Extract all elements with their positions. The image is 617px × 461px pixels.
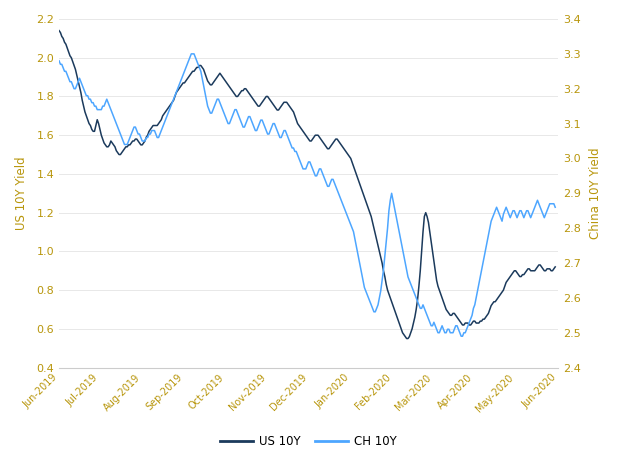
- Legend: US 10Y, CH 10Y: US 10Y, CH 10Y: [215, 431, 402, 453]
- Y-axis label: US 10Y Yield: US 10Y Yield: [15, 156, 28, 230]
- Y-axis label: China 10Y Yield: China 10Y Yield: [589, 148, 602, 239]
